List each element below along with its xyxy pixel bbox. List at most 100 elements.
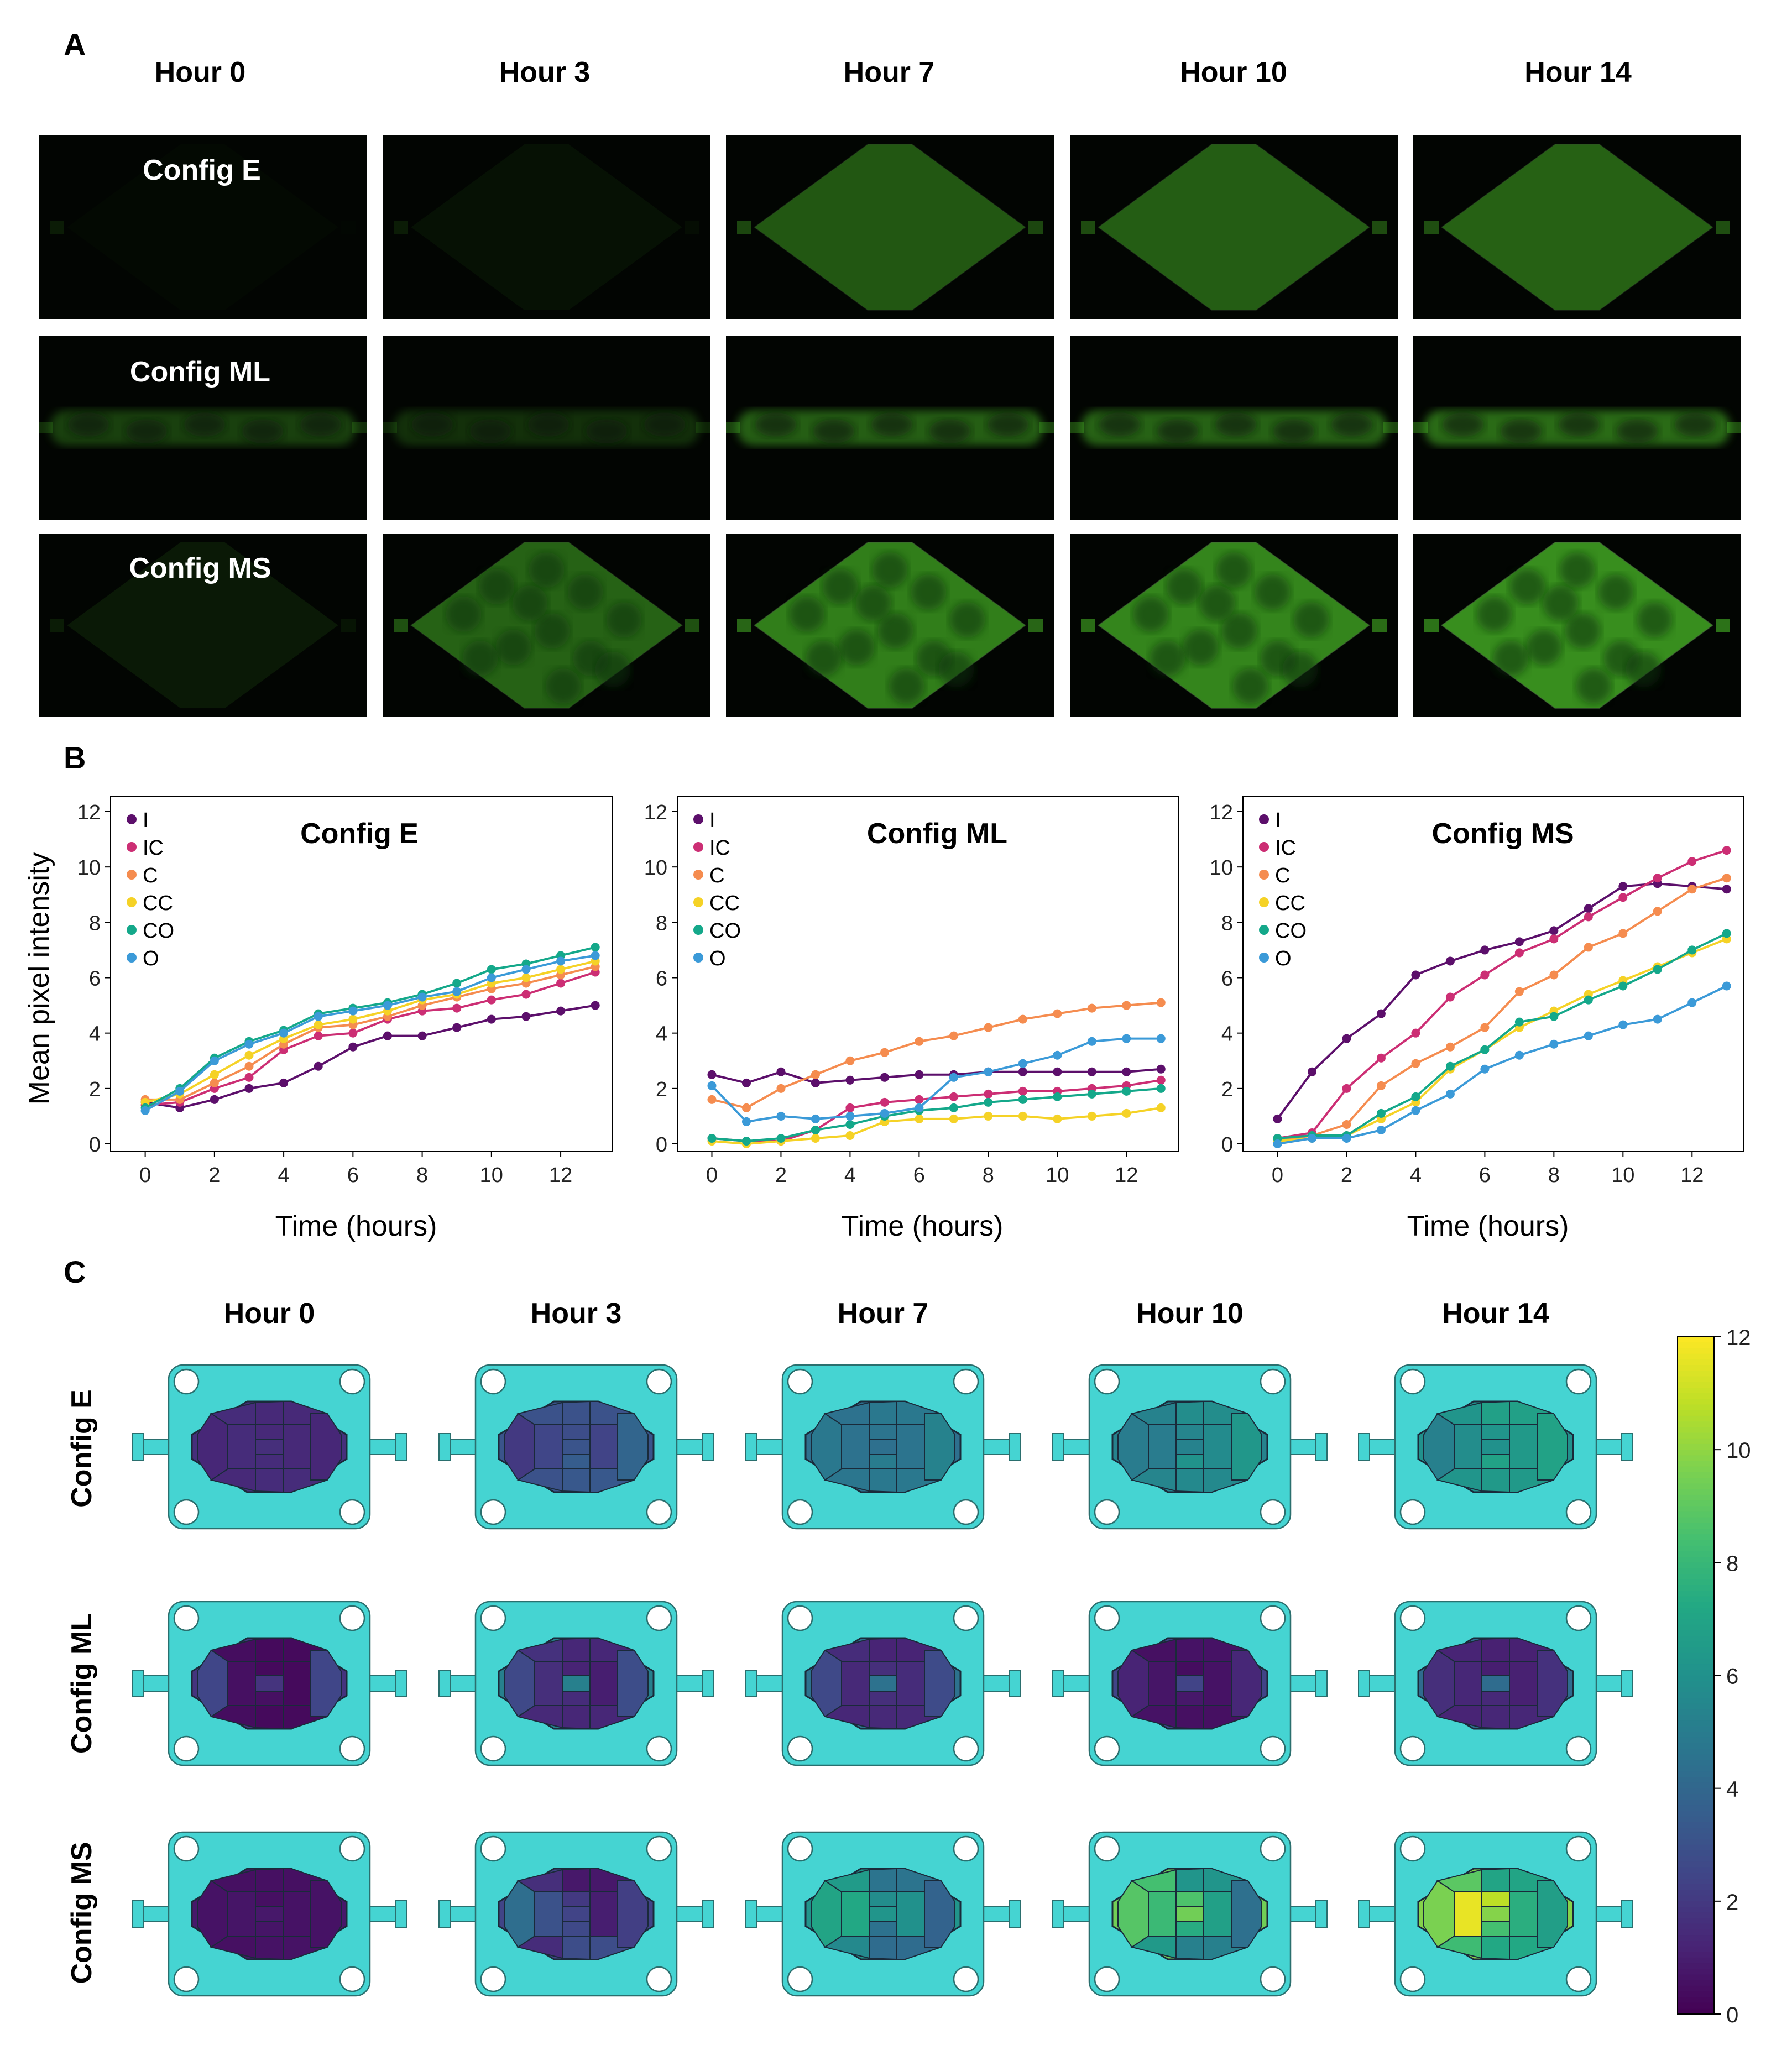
colorbar-segment <box>1678 1636 1714 1643</box>
data-point <box>1273 1139 1282 1148</box>
heatmap-cell-c-left <box>227 1891 256 1937</box>
heatmap-cell-ic-right <box>1203 1424 1232 1469</box>
data-point <box>1087 1111 1096 1121</box>
heatmap-cell-co-bottom <box>562 1936 591 1960</box>
inlet-port <box>50 619 64 632</box>
colorbar-segment <box>1678 1907 1714 1913</box>
data-point <box>1687 998 1697 1007</box>
inlet-port <box>737 619 751 632</box>
legend-label: C <box>1275 864 1290 887</box>
heatmap-cell-c-left <box>1148 1891 1177 1937</box>
micrograph <box>1413 336 1741 520</box>
colorbar-segment <box>1678 1652 1714 1659</box>
heatmap-cell-ic-right <box>589 1661 618 1706</box>
data-point <box>417 1031 427 1040</box>
colorbar-tick-label: 8 <box>1726 1551 1738 1576</box>
dark-microsphere <box>545 668 581 704</box>
heatmap-cell-co-top <box>1175 1868 1204 1892</box>
series-line-o <box>144 954 596 1112</box>
mounting-hole <box>1565 1605 1592 1631</box>
data-point <box>348 1042 358 1052</box>
x-tick-label: 10 <box>1046 1164 1069 1187</box>
legend-label: CC <box>143 892 173 915</box>
mounting-hole <box>787 1605 813 1631</box>
colorbar-segment <box>1678 1647 1714 1654</box>
mounting-hole <box>1260 1835 1286 1862</box>
mounting-hole <box>1260 1966 1286 1992</box>
dark-microsphere <box>1526 630 1562 665</box>
mounting-hole <box>480 1966 506 1992</box>
data-point <box>1722 846 1731 855</box>
colorbar-segment <box>1678 1726 1714 1733</box>
data-point <box>1018 1059 1027 1068</box>
data-point <box>1653 874 1662 883</box>
data-point <box>556 979 566 988</box>
outlet-port <box>1289 1439 1316 1455</box>
dark-particle <box>1273 419 1315 443</box>
inlet-port <box>756 1439 784 1455</box>
colorbar-segment <box>1678 1641 1714 1648</box>
x-tick-label: 2 <box>775 1164 787 1187</box>
x-tick-label: 4 <box>844 1164 856 1187</box>
colorbar-segment <box>1678 1371 1714 1377</box>
legend-label: IC <box>143 836 164 860</box>
dark-microsphere <box>1637 602 1673 637</box>
heatmap-cell-c-right <box>1481 1454 1510 1469</box>
colorbar-segment <box>1678 1506 1714 1513</box>
legend-marker <box>1259 897 1269 907</box>
panel-c-hour-label: Hour 14 <box>1442 1298 1549 1330</box>
data-point <box>811 1133 820 1143</box>
colorbar-segment <box>1678 1540 1714 1546</box>
data-point <box>1053 1114 1062 1123</box>
mounting-hole <box>646 1605 672 1631</box>
heatmap-cell-co-top <box>1481 1400 1510 1425</box>
dark-microsphere <box>806 641 842 676</box>
data-point <box>949 1092 958 1101</box>
data-point <box>1653 1014 1662 1024</box>
colorbar-segment <box>1678 1793 1714 1801</box>
data-point <box>521 990 531 999</box>
outlet-barb <box>1315 1670 1328 1697</box>
inlet-barb <box>1358 1900 1370 1928</box>
diamond-chamber <box>753 144 1027 311</box>
diamond-chamber <box>1097 144 1371 311</box>
data-point <box>845 1120 855 1129</box>
data-point <box>1053 1050 1062 1060</box>
colorbar-segment <box>1678 1980 1714 1986</box>
dark-microsphere <box>889 668 924 704</box>
data-point <box>1018 1111 1027 1121</box>
heatmap-cell-co-bottom <box>562 1468 591 1493</box>
data-point <box>707 1133 717 1143</box>
dark-particle <box>242 419 284 443</box>
legend-label: CO <box>1275 919 1307 943</box>
data-point <box>1653 965 1662 974</box>
data-point <box>707 1081 717 1090</box>
dark-microsphere <box>1626 652 1662 687</box>
colorbar-segment <box>1678 1602 1714 1608</box>
colorbar-segment <box>1678 1664 1714 1671</box>
mounting-hole <box>787 1966 813 1992</box>
data-point <box>1122 1001 1131 1010</box>
micrograph <box>726 336 1054 520</box>
colorbar-segment <box>1678 1658 1714 1665</box>
outlet-port <box>1372 221 1387 234</box>
series-line-i <box>1276 882 1727 1120</box>
colorbar-segment <box>1678 1771 1714 1778</box>
chart-title: Config MS <box>1431 818 1574 850</box>
heatmap-cell-co-bottom <box>1481 1705 1510 1730</box>
dark-microsphere <box>1559 552 1595 588</box>
data-point <box>244 1073 254 1082</box>
device-heatmap <box>438 1601 714 1766</box>
panel-c-heatmap-devices <box>132 1364 1633 1997</box>
data-point <box>314 1020 323 1029</box>
heatmap-cell-c-right <box>562 1921 591 1937</box>
mounting-hole <box>173 1499 200 1525</box>
y-tick-label: 4 <box>89 1023 101 1046</box>
data-point <box>383 1031 392 1040</box>
device-heatmap <box>438 1364 714 1530</box>
colorbar-segment <box>1678 1443 1714 1451</box>
colorbar-segment <box>1678 1991 1714 1998</box>
data-point <box>949 1114 958 1123</box>
y-tick-label: 4 <box>1221 1023 1233 1046</box>
heatmap-cell-co-top <box>255 1637 284 1662</box>
